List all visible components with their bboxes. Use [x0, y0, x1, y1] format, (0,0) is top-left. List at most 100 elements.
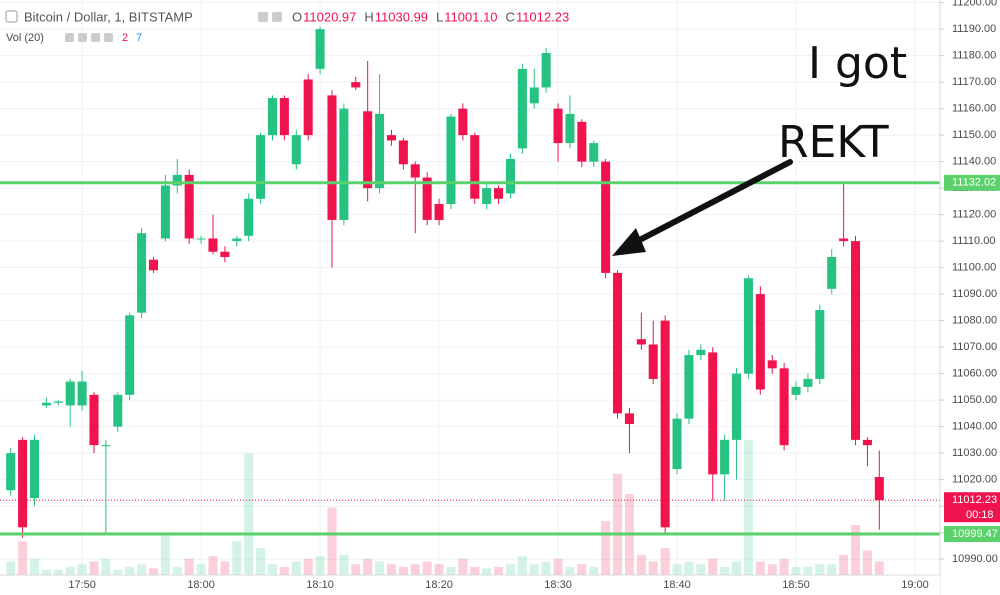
- volume-icon[interactable]: [65, 33, 74, 42]
- y-tick-label: 11200.00: [952, 0, 997, 9]
- collapse-icon[interactable]: [5, 10, 18, 23]
- candle-body: [565, 113, 575, 144]
- ohlc-label: C: [506, 9, 515, 24]
- x-tick-label: 18:10: [306, 579, 334, 591]
- candle-body: [482, 188, 492, 205]
- y-tick-label: 11150.00: [952, 129, 996, 141]
- candle-body: [517, 68, 527, 149]
- volume-bar: [363, 558, 373, 575]
- candle-body: [148, 259, 159, 271]
- annotation-text: I got: [808, 38, 907, 89]
- volume-bar: [148, 568, 159, 575]
- volume-bar: [839, 554, 849, 575]
- volume-bar: [613, 473, 623, 575]
- y-tick-label: 11180.00: [952, 50, 996, 62]
- volume-bar: [601, 521, 611, 575]
- x-tick-label: 18:00: [187, 579, 215, 591]
- annotation-arrowhead: [612, 228, 646, 256]
- candle-body: [791, 386, 801, 395]
- level-label-bg: [944, 174, 1000, 191]
- volume-bar: [458, 558, 468, 575]
- volume-bar: [767, 564, 777, 575]
- ohlc-value: 11001.10: [444, 9, 497, 24]
- candle-body: [732, 373, 742, 440]
- candle-body: [6, 453, 16, 491]
- time-axis-bg: [0, 575, 940, 595]
- volume-bar: [708, 558, 718, 575]
- candle-body: [839, 238, 849, 242]
- candle-body: [767, 360, 777, 369]
- volume-bar: [41, 569, 51, 575]
- x-tick-label: 19:00: [901, 579, 929, 591]
- volume-bar: [244, 453, 254, 575]
- volume-bar: [696, 564, 706, 575]
- volume-bar: [339, 554, 349, 575]
- volume-bar: [6, 561, 16, 575]
- volume-icon[interactable]: [91, 33, 100, 42]
- candle-layer: [6, 26, 884, 538]
- candle-body: [672, 418, 682, 470]
- header: Bitcoin / Dollar, 1, BITSTAMP Vol (20) 2…: [5, 9, 569, 44]
- volume-bar: [160, 534, 170, 575]
- volume-icon[interactable]: [104, 33, 113, 42]
- volume-bar: [517, 556, 527, 575]
- volume-bar: [684, 561, 694, 575]
- candle-body: [577, 121, 587, 162]
- volume-ma-value: 7: [136, 32, 142, 44]
- volume-bar: [779, 558, 789, 575]
- volume-bar: [410, 564, 420, 575]
- volume-bar: [101, 558, 111, 575]
- candle-body: [660, 320, 670, 528]
- ohlc-value: 11012.23: [516, 9, 569, 24]
- candle-body: [696, 349, 706, 356]
- volume-bar: [720, 566, 730, 575]
- level-label-bg: [944, 526, 1000, 543]
- volume-icon[interactable]: [78, 33, 87, 42]
- candle-body: [327, 95, 337, 220]
- candle-body: [137, 233, 147, 313]
- level-label: 11132.02: [952, 177, 996, 189]
- volume-bar: [256, 548, 266, 575]
- candle-body: [267, 98, 278, 136]
- volume-bar: [791, 566, 801, 575]
- candle-body: [53, 401, 63, 403]
- grid: [0, 0, 940, 575]
- candle-body: [648, 344, 658, 379]
- level-label: 10999.47: [952, 528, 998, 540]
- volume-bar: [553, 558, 563, 575]
- volume-bar: [184, 558, 194, 575]
- volume-bar: [827, 564, 837, 575]
- volume-bar: [327, 507, 337, 575]
- settings-icon[interactable]: [258, 12, 268, 22]
- volume-bar: [232, 541, 242, 575]
- volume-bar: [648, 561, 658, 575]
- volume-bar: [351, 564, 361, 575]
- volume-bar: [29, 558, 40, 575]
- candle-body: [529, 87, 539, 104]
- candle-body: [589, 143, 599, 162]
- candle-body: [850, 241, 861, 440]
- candle-body: [553, 108, 563, 144]
- ohlc-label: H: [364, 9, 373, 24]
- candle-body: [291, 135, 301, 165]
- volume-bar: [303, 558, 313, 575]
- volume-bar: [743, 440, 753, 575]
- candle-body: [458, 108, 468, 136]
- candle-body: [184, 174, 194, 239]
- candle-body: [636, 339, 646, 345]
- candle-body: [862, 439, 872, 446]
- y-tick-label: 11030.00: [952, 447, 997, 459]
- candle-body: [172, 174, 182, 186]
- hide-icon[interactable]: [272, 12, 282, 22]
- candle-body: [77, 381, 87, 406]
- volume-bar: [577, 564, 587, 575]
- volume-bar: [482, 568, 492, 575]
- candle-body: [89, 394, 99, 446]
- candle-body: [422, 177, 432, 220]
- volume-bar: [89, 561, 99, 575]
- volume-bar: [172, 566, 182, 575]
- chart-title: Bitcoin / Dollar, 1, BITSTAMP: [24, 9, 193, 24]
- volume-bar: [113, 569, 123, 575]
